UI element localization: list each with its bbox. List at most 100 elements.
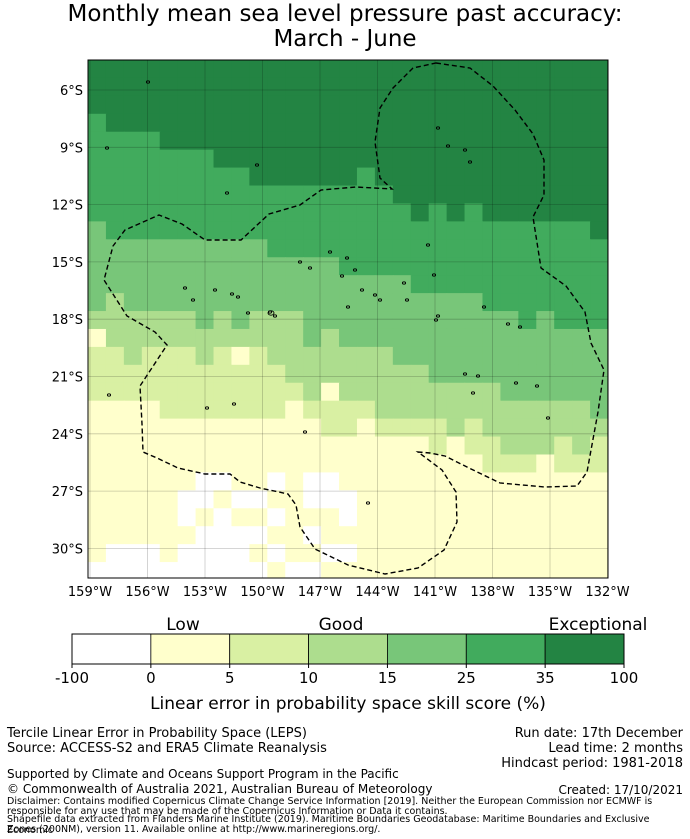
grid-cell	[482, 113, 502, 133]
grid-cell	[428, 490, 448, 509]
grid-cell	[195, 526, 215, 545]
grid-cell	[195, 490, 215, 509]
grid-cell	[374, 454, 394, 474]
grid-cell	[356, 328, 376, 348]
island-outline	[267, 310, 275, 316]
grid-cell	[482, 275, 502, 294]
grid-cell	[590, 490, 608, 509]
grid-cell	[249, 490, 268, 509]
grid-cell	[88, 526, 107, 545]
grid-cell	[410, 149, 430, 169]
colorbar-tick-label: 100	[610, 669, 639, 687]
grid-cell	[213, 400, 233, 420]
grid-cell	[590, 275, 608, 294]
island-outline	[106, 393, 112, 397]
grid-cell	[195, 149, 215, 169]
grid-cell	[339, 436, 358, 456]
grid-cell	[213, 454, 233, 474]
grid-cell	[321, 203, 340, 222]
grid-cell	[195, 293, 215, 312]
grid-cell	[464, 400, 484, 420]
grid-cell	[446, 472, 466, 491]
grid-cell	[464, 95, 484, 115]
grid-cell	[572, 257, 591, 276]
grid-cell	[141, 364, 161, 384]
grid-cell	[88, 364, 107, 384]
grid-cell	[159, 382, 179, 402]
grid-cell	[141, 400, 161, 420]
grid-cell	[572, 60, 591, 79]
grid-cell	[249, 436, 268, 456]
grid-cell	[159, 311, 179, 330]
grid-cell	[572, 418, 591, 438]
grid-cell	[231, 311, 250, 330]
grid-cell	[554, 167, 573, 187]
grid-cell	[339, 508, 358, 527]
grid-cell	[267, 418, 286, 438]
grid-cell	[339, 221, 358, 240]
grid-cell	[482, 526, 502, 545]
grid-cell	[123, 95, 143, 115]
grid-cell	[267, 149, 286, 169]
grid-cell	[339, 275, 358, 294]
grid-cell	[249, 275, 268, 294]
grid-cell	[356, 167, 376, 187]
grid-cell	[392, 346, 412, 366]
grid-cell	[392, 418, 412, 438]
grid-cell	[249, 544, 268, 563]
grid-cell	[356, 239, 376, 258]
grid-cell	[374, 526, 394, 545]
grid-cell	[105, 436, 125, 456]
island-outline	[104, 146, 110, 150]
grid-cell	[536, 275, 555, 294]
grid-cell	[105, 257, 125, 276]
grid-cell	[231, 364, 250, 384]
grid-cell	[482, 149, 502, 169]
grid-cell	[88, 418, 107, 438]
grid-cell	[141, 328, 161, 348]
grid-cell	[285, 346, 304, 366]
grid-cell	[590, 60, 608, 79]
grid-cell	[590, 418, 608, 438]
grid-cell	[374, 221, 394, 240]
grid-cell	[105, 185, 125, 205]
grid-cell	[536, 239, 555, 258]
grid-cell	[410, 382, 430, 402]
grid-cell	[303, 418, 322, 438]
grid-cell	[105, 328, 125, 348]
grid-cell	[428, 131, 448, 151]
grid-cell	[88, 293, 107, 312]
grid-cell	[105, 454, 125, 474]
grid-cell	[195, 311, 215, 330]
grid-cell	[321, 257, 340, 276]
grid-cell	[518, 77, 537, 97]
grid-cell	[339, 293, 358, 312]
grid-cell	[267, 526, 286, 545]
grid-cell	[464, 131, 484, 151]
grid-cell	[554, 382, 573, 402]
grid-cell	[536, 544, 555, 563]
grid-cell	[356, 77, 376, 97]
grid-cell	[590, 167, 608, 187]
grid-cell	[590, 400, 608, 420]
grid-cell	[141, 167, 161, 187]
lat-tick-label: 30°S	[52, 542, 83, 557]
grid-cell	[392, 311, 412, 330]
grid-cell	[213, 364, 233, 384]
grid-cell	[285, 490, 304, 509]
grid-cell	[267, 472, 286, 491]
island-outline	[534, 384, 540, 388]
grid-cell	[518, 382, 537, 402]
grid-cell	[554, 418, 573, 438]
grid-cell	[446, 346, 466, 366]
grid-cell	[410, 221, 430, 240]
grid-cell	[177, 328, 197, 348]
grid-cell	[177, 185, 197, 205]
grid-cell	[446, 436, 466, 456]
grid-cell	[554, 149, 573, 169]
grid-cell	[392, 454, 412, 474]
grid-cell	[303, 257, 322, 276]
grid-cell	[339, 239, 358, 258]
grid-cell	[195, 257, 215, 276]
grid-cell	[303, 562, 322, 578]
